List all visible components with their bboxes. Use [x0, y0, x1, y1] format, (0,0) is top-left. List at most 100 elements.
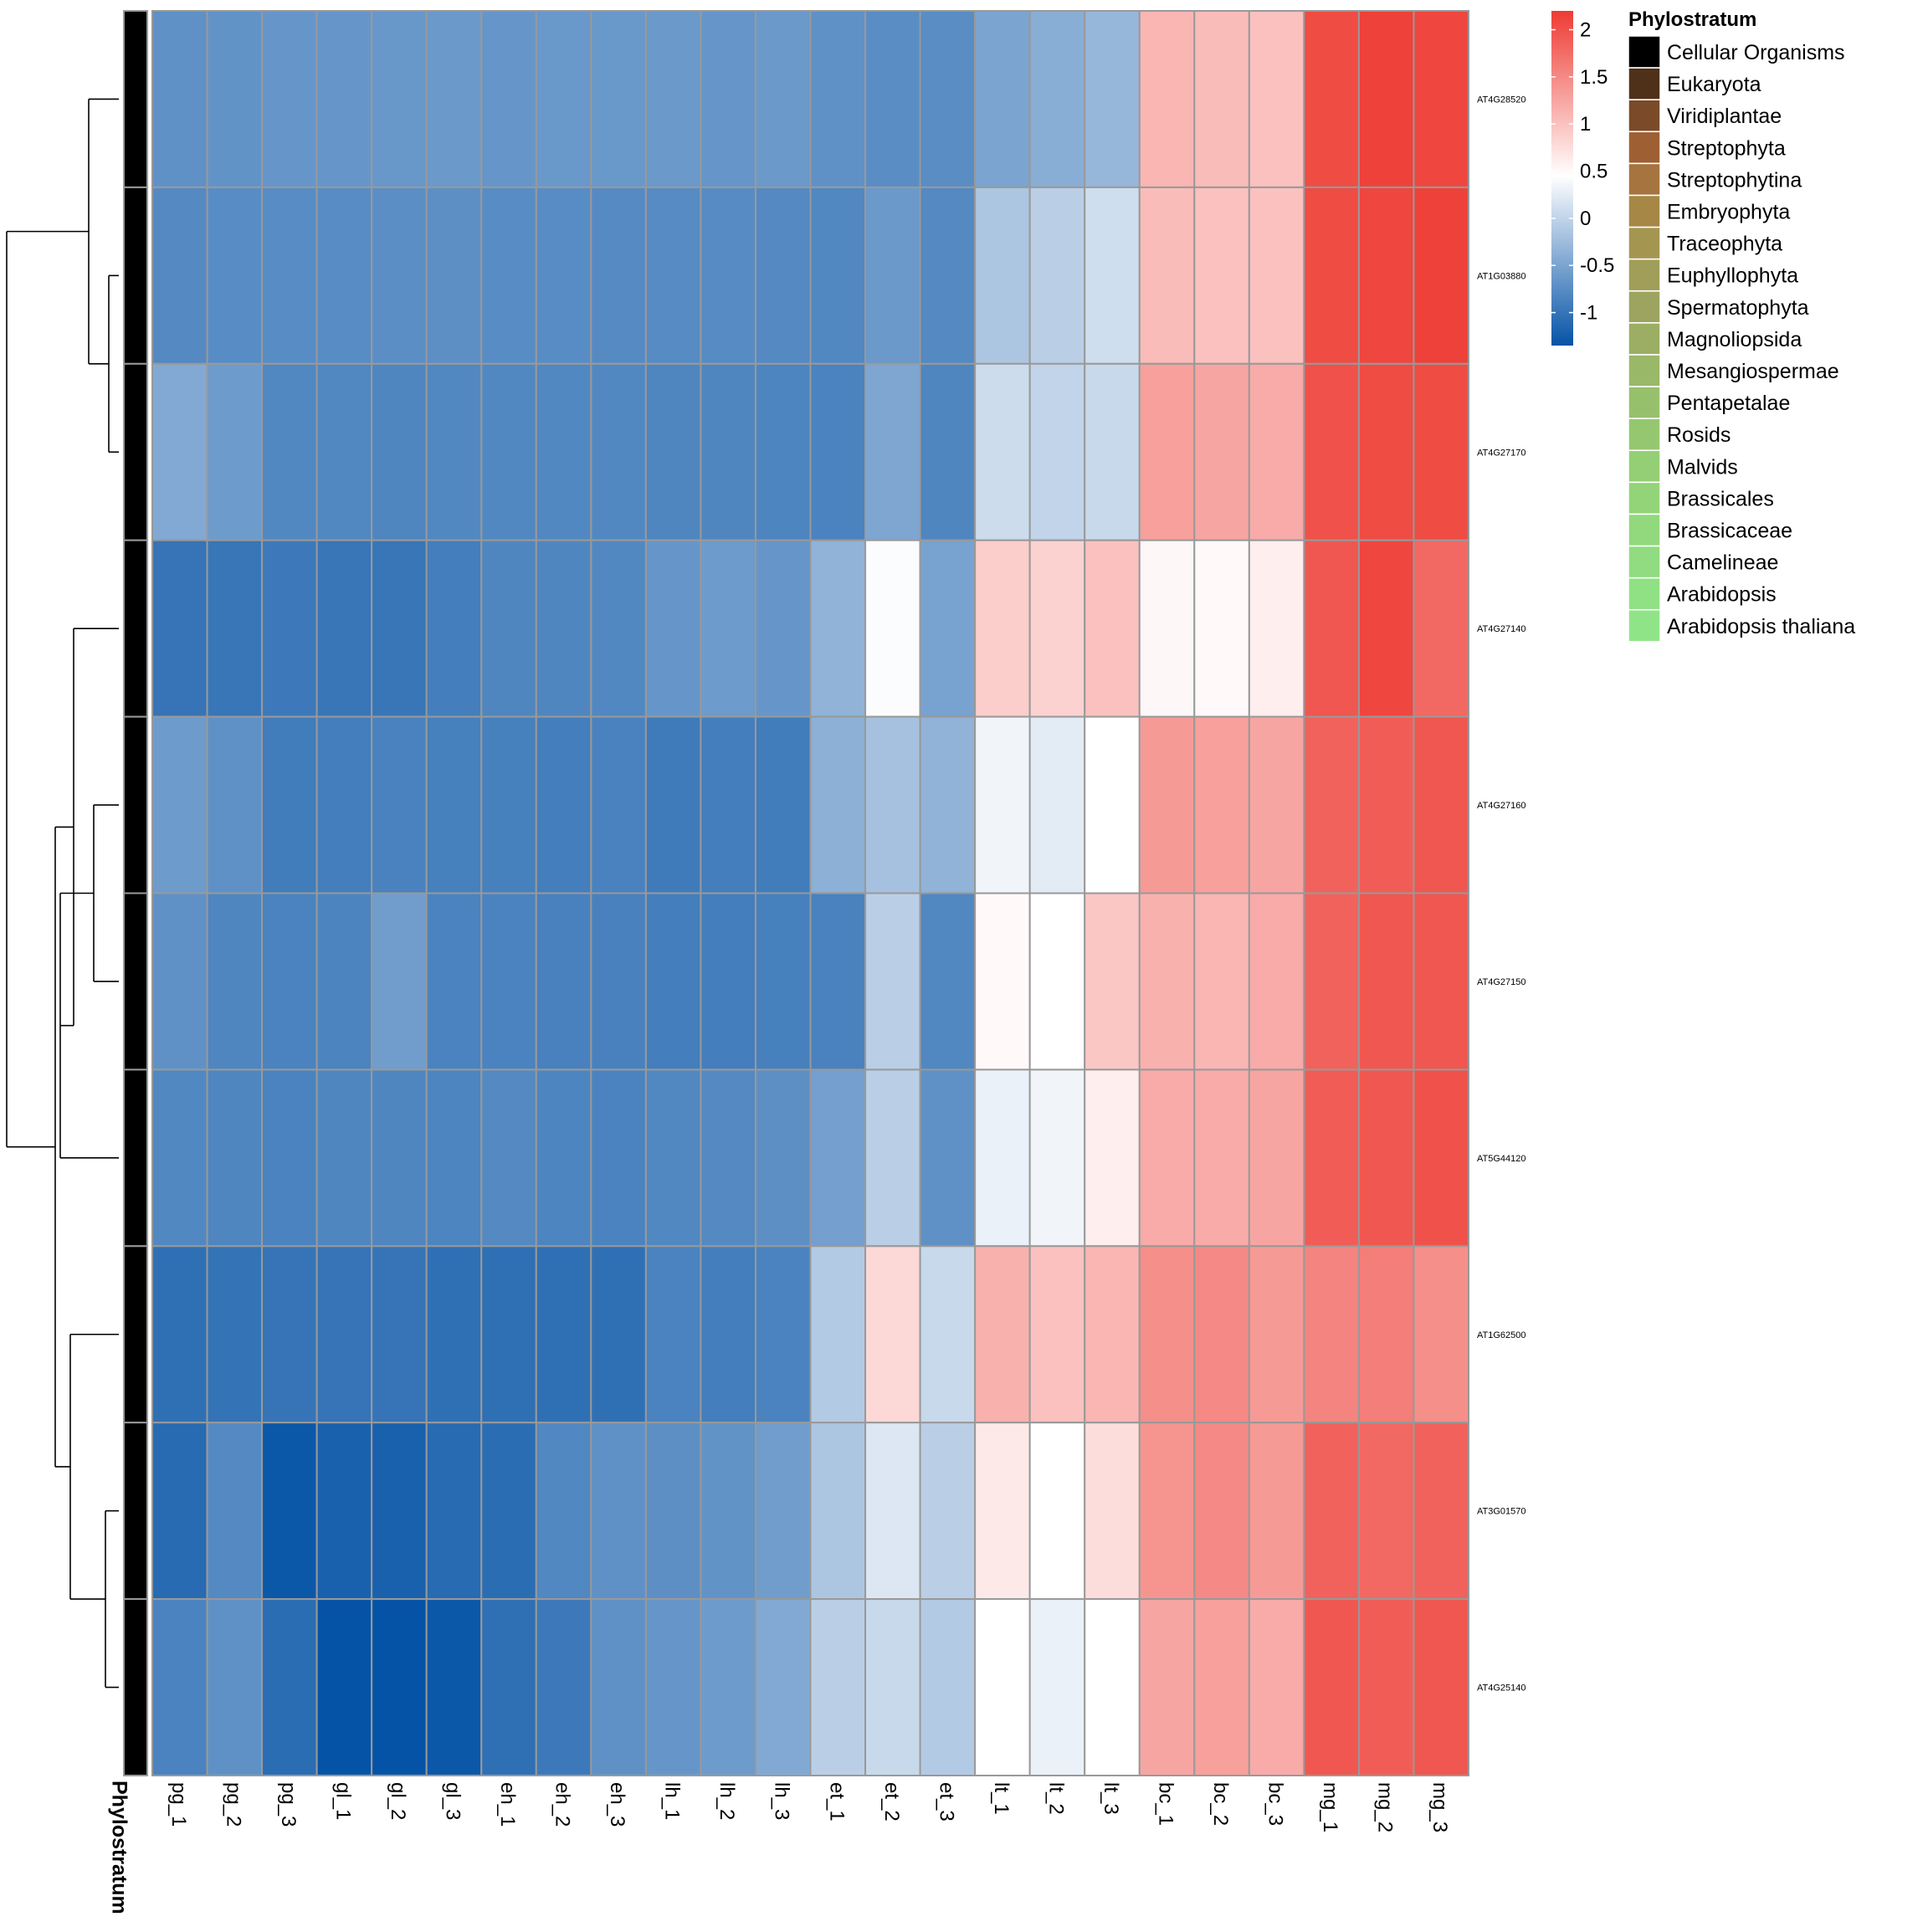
phylostratum-annotation-bar: Phylostratum [107, 10, 148, 1914]
heatmap-cell [644, 1245, 702, 1424]
heatmap-cell [864, 362, 921, 541]
heatmap-cell [700, 1245, 756, 1424]
heatmap-cell [371, 715, 428, 894]
heatmap-cell [1138, 1422, 1196, 1601]
heatmap-cell [425, 1245, 483, 1424]
heatmap-cell [425, 892, 483, 1071]
heatmap-cell [919, 186, 977, 365]
legend-label: Brassicaceae [1667, 520, 1792, 543]
column-label: lh_2 [715, 1782, 738, 1820]
heatmap-cell [480, 186, 537, 365]
column-label: et_1 [825, 1782, 848, 1822]
color-scale-tick-label: 0.5 [1580, 161, 1608, 183]
heatmap-cell [1357, 715, 1415, 894]
column-label: pg_1 [167, 1782, 190, 1827]
column-label: et_2 [880, 1782, 903, 1822]
heatmap-cell [919, 715, 977, 894]
heatmap-cell [1138, 892, 1196, 1071]
legend-label: Camelineae [1667, 551, 1778, 575]
annotation-cell [123, 362, 148, 541]
annotation-cell [123, 186, 148, 365]
heatmap-cell [371, 10, 428, 188]
heatmap-cell [1028, 362, 1086, 541]
heatmap-cell [1084, 1598, 1141, 1776]
heatmap-cell [1413, 10, 1470, 188]
legend-label: Cellular Organisms [1667, 41, 1845, 64]
heatmap-cell [974, 186, 1031, 365]
legend-label: Eukaryota [1667, 73, 1761, 96]
heatmap-cell [809, 1245, 867, 1424]
legend-label: Embryophyta [1667, 201, 1790, 224]
heatmap-cell [809, 1068, 867, 1248]
heatmap-cell [1028, 539, 1086, 718]
heatmap-cell [1193, 186, 1250, 365]
legend-label: Brassicales [1667, 487, 1774, 510]
heatmap-cell [754, 186, 812, 365]
heatmap-cell [864, 892, 921, 1071]
heatmap-cell [1193, 892, 1250, 1071]
heatmap-cell [644, 10, 702, 188]
heatmap-cell [754, 1245, 812, 1424]
annotation-cell [123, 10, 148, 188]
heatmap-cell [1248, 715, 1305, 894]
heatmap-cell [261, 1068, 318, 1248]
heatmap-cell [1028, 715, 1086, 894]
heatmap-cell [535, 539, 592, 718]
heatmap-cell [535, 715, 592, 894]
heatmap-cell [315, 362, 373, 541]
heatmap-cell [974, 539, 1031, 718]
heatmap-cell [1357, 1598, 1415, 1776]
phylostratum-legend: Phylostratum Cellular Organisms Eukaryota V… [1628, 8, 1855, 643]
heatmap-cell [480, 1245, 537, 1424]
heatmap-cell [1028, 1068, 1086, 1248]
heatmap-cell [425, 539, 483, 718]
legend-swatch [1628, 609, 1661, 643]
heatmap-cell [1084, 539, 1141, 718]
heatmap-cell [1413, 1422, 1470, 1601]
column-label: lt_2 [1044, 1782, 1067, 1815]
heatmap-cell [206, 1422, 264, 1601]
heatmap-cell [535, 362, 592, 541]
heatmap-cell [864, 1598, 921, 1776]
heatmap-cell [261, 362, 318, 541]
heatmap-cell [700, 539, 756, 718]
heatmap-cell [644, 892, 702, 1071]
heatmap-cell [480, 1422, 537, 1601]
heatmap-cell [425, 1598, 483, 1776]
heatmap-cell [151, 10, 208, 188]
heatmap-cell [535, 1422, 592, 1601]
legend-swatch [1628, 545, 1661, 579]
heatmap-cell [371, 892, 428, 1071]
heatmap-cell [1084, 1068, 1141, 1248]
heatmap-cell [151, 1598, 208, 1776]
heatmap-cell [261, 10, 318, 188]
heatmap-cell [151, 892, 208, 1071]
heatmap-cell [480, 892, 537, 1071]
heatmap-cell [1084, 892, 1141, 1071]
legend-label: Rosids [1667, 423, 1731, 447]
heatmap-cell [754, 10, 812, 188]
heatmap-cell [1084, 362, 1141, 541]
heatmap-cell [864, 1245, 921, 1424]
heatmap-cell [809, 892, 867, 1071]
heatmap-cell [315, 539, 373, 718]
heatmap-cell [700, 892, 756, 1071]
heatmap-cell [919, 1422, 977, 1601]
heatmap-cell [919, 1245, 977, 1424]
heatmap-cell [974, 1598, 1031, 1776]
heatmap-cell [590, 10, 647, 188]
heatmap-cell [1193, 715, 1250, 894]
heatmap-cell [315, 1245, 373, 1424]
heatmap-cell [974, 10, 1031, 188]
heatmap-cell [1413, 715, 1470, 894]
heatmap-cell [1028, 10, 1086, 188]
heatmap-cell [974, 1245, 1031, 1424]
column-label: pg_3 [277, 1782, 300, 1827]
heatmap-cell [590, 362, 647, 541]
color-scale-tick-label: -0.5 [1580, 254, 1614, 277]
row-label: AT4G25140 [1477, 1683, 1526, 1694]
heatmap-cell [809, 186, 867, 365]
heatmap-cell [700, 1068, 756, 1248]
color-scale-tick-label: 1.5 [1580, 66, 1608, 89]
heatmap-cell [151, 1422, 208, 1601]
